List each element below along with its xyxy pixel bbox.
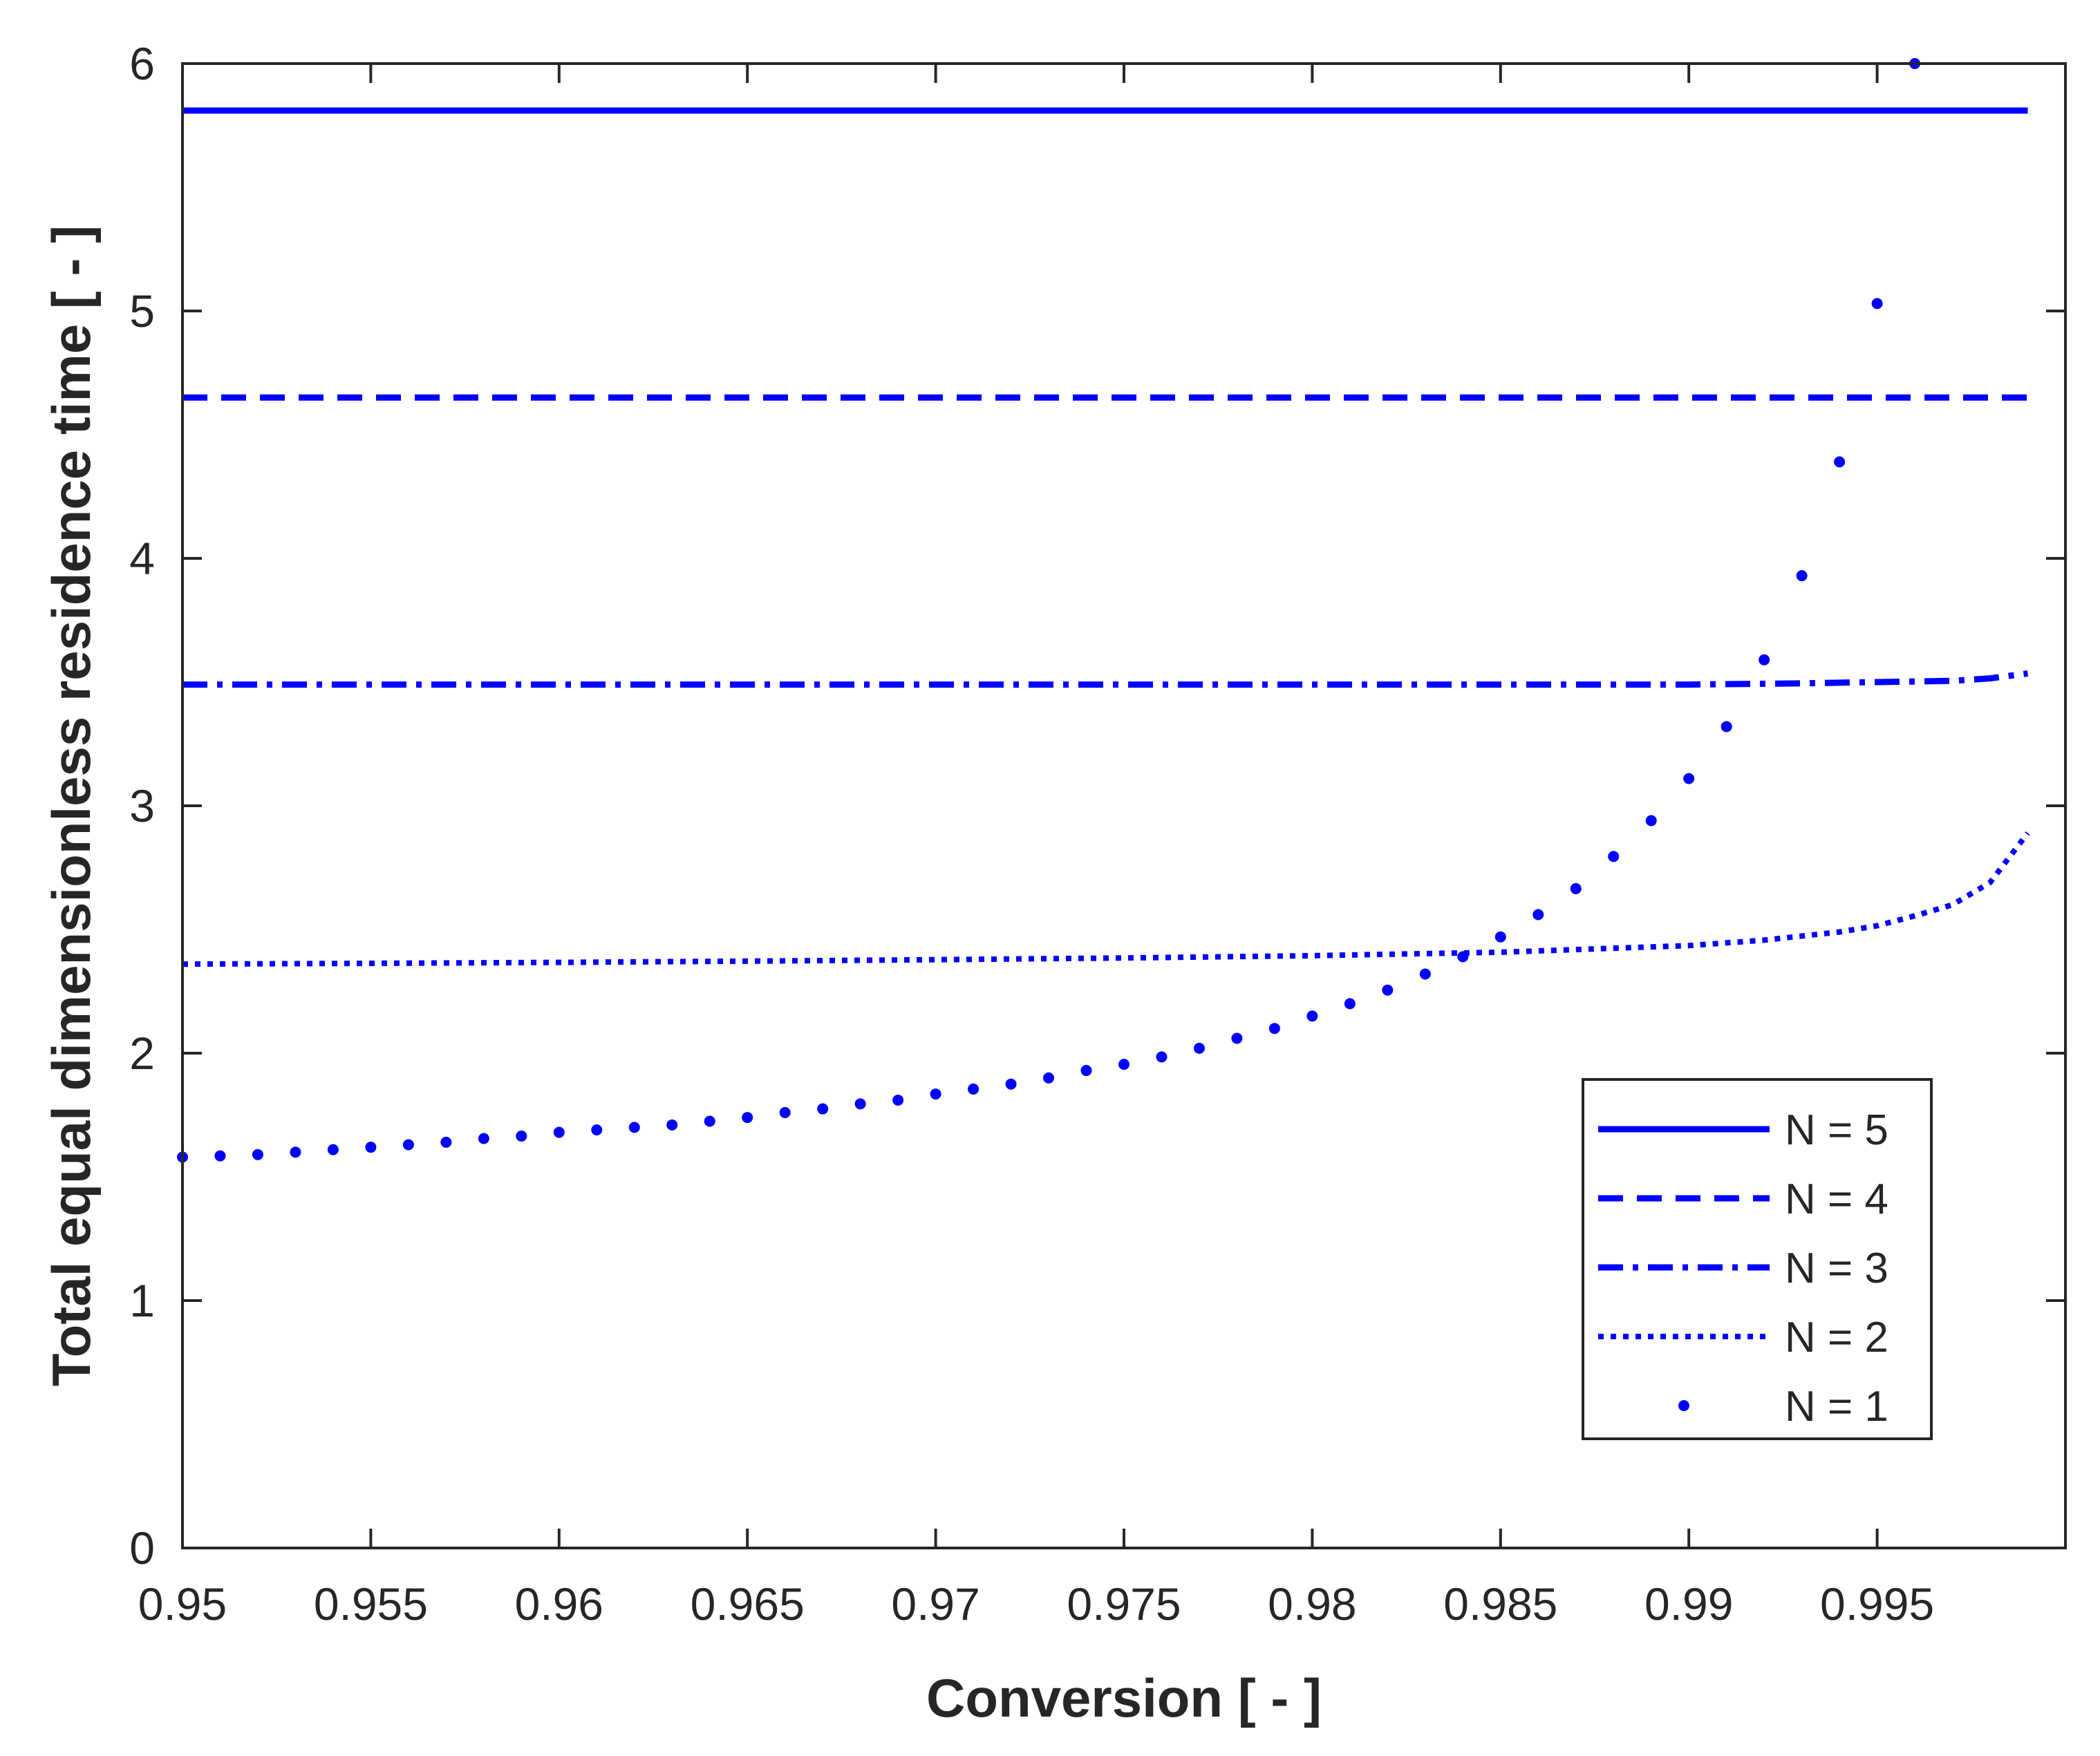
y-tick-label: 4 <box>129 533 155 584</box>
x-tick-label: 0.955 <box>314 1578 428 1630</box>
series-point-n1 <box>214 1150 226 1162</box>
series-point-n1 <box>1683 773 1695 784</box>
series-point-n1 <box>516 1130 527 1142</box>
series-point-n1 <box>290 1146 301 1158</box>
series-point-n1 <box>1080 1065 1092 1077</box>
series-point-n1 <box>1457 951 1469 963</box>
series-point-n1 <box>402 1139 414 1151</box>
y-tick-label: 1 <box>129 1275 155 1326</box>
y-tick-label: 6 <box>129 38 155 89</box>
series-point-n1 <box>327 1144 339 1155</box>
series-point-n1 <box>1796 570 1808 582</box>
legend-marker-n1 <box>1678 1400 1689 1411</box>
legend-label-n4: N = 4 <box>1785 1176 1888 1223</box>
series-point-n1 <box>365 1142 377 1153</box>
series-point-n1 <box>553 1126 565 1138</box>
series-point-n1 <box>892 1095 904 1106</box>
y-tick-label: 0 <box>129 1522 155 1574</box>
x-tick-label: 0.965 <box>691 1578 805 1630</box>
legend-label-n1: N = 1 <box>1785 1383 1888 1431</box>
series-point-n1 <box>1419 968 1431 980</box>
series-point-n1 <box>252 1149 263 1160</box>
series-point-n1 <box>1532 909 1544 921</box>
series-point-n1 <box>628 1122 640 1133</box>
series-point-n1 <box>1759 654 1770 665</box>
y-tick-label: 5 <box>129 285 155 337</box>
axis-ticks: 0.95 0.955 0.96 0.965 0.97 0.975 0.98 0.985 0.99… <box>129 38 2065 1630</box>
series-point-n1 <box>1721 721 1732 733</box>
series-point-n1 <box>1494 931 1506 943</box>
series-point-n1 <box>1306 1010 1318 1022</box>
series-point-n1 <box>1382 984 1394 996</box>
series-point-n1 <box>1005 1078 1017 1090</box>
series-point-n1 <box>1570 882 1582 894</box>
series-point-n1 <box>1344 998 1356 1010</box>
series-point-n1 <box>779 1106 791 1118</box>
legend-box <box>1582 1078 1933 1440</box>
series-line-n3 <box>182 670 2029 688</box>
series-point-n1 <box>1156 1051 1168 1063</box>
series-point-n1 <box>666 1119 678 1131</box>
x-tick-label: 0.96 <box>515 1578 603 1630</box>
series-point-n1 <box>1193 1042 1205 1054</box>
plot-marks <box>177 58 2030 1163</box>
series-point-n1 <box>591 1124 603 1135</box>
x-tick-label: 0.95 <box>138 1578 227 1630</box>
series-point-n1 <box>968 1083 979 1095</box>
x-tick-label: 0.98 <box>1268 1578 1356 1630</box>
series-point-n1 <box>704 1115 715 1127</box>
x-tick-label: 0.975 <box>1067 1578 1181 1630</box>
series-point-n1 <box>817 1103 829 1115</box>
x-axis-title: Conversion [ - ] <box>926 1668 1322 1728</box>
legend-label-n2: N = 2 <box>1785 1314 1888 1361</box>
x-tick-label: 0.99 <box>1644 1578 1733 1630</box>
series-point-n1 <box>478 1133 489 1144</box>
x-tick-label: 0.985 <box>1443 1578 1557 1630</box>
legend: N = 5 N = 4 N = 3 N = 2 N = 1 <box>1582 1078 1933 1440</box>
series-point-n1 <box>1268 1023 1280 1035</box>
series-point-n1 <box>1043 1072 1055 1084</box>
legend-label-n5: N = 5 <box>1785 1106 1888 1154</box>
y-tick-label: 2 <box>129 1028 155 1079</box>
series-point-n1 <box>1608 851 1620 862</box>
x-tick-label: 0.97 <box>891 1578 979 1630</box>
series-point-n1 <box>440 1136 452 1148</box>
series-point-n1 <box>1118 1059 1129 1070</box>
series-point-n1 <box>1871 298 1883 310</box>
legend-label-n3: N = 3 <box>1785 1245 1888 1292</box>
y-axis-title: Total equal dimensionless residence time… <box>41 225 102 1386</box>
series-point-n1 <box>1834 456 1846 468</box>
series-point-n1 <box>1231 1032 1243 1044</box>
series-line-n2 <box>182 831 2030 967</box>
series-point-n1 <box>1645 815 1657 827</box>
x-tick-label: 0.995 <box>1820 1578 1934 1630</box>
series-point-n1 <box>854 1098 866 1110</box>
y-tick-label: 3 <box>129 780 155 831</box>
series-point-n1 <box>742 1112 753 1124</box>
series-point-n1 <box>930 1088 941 1100</box>
